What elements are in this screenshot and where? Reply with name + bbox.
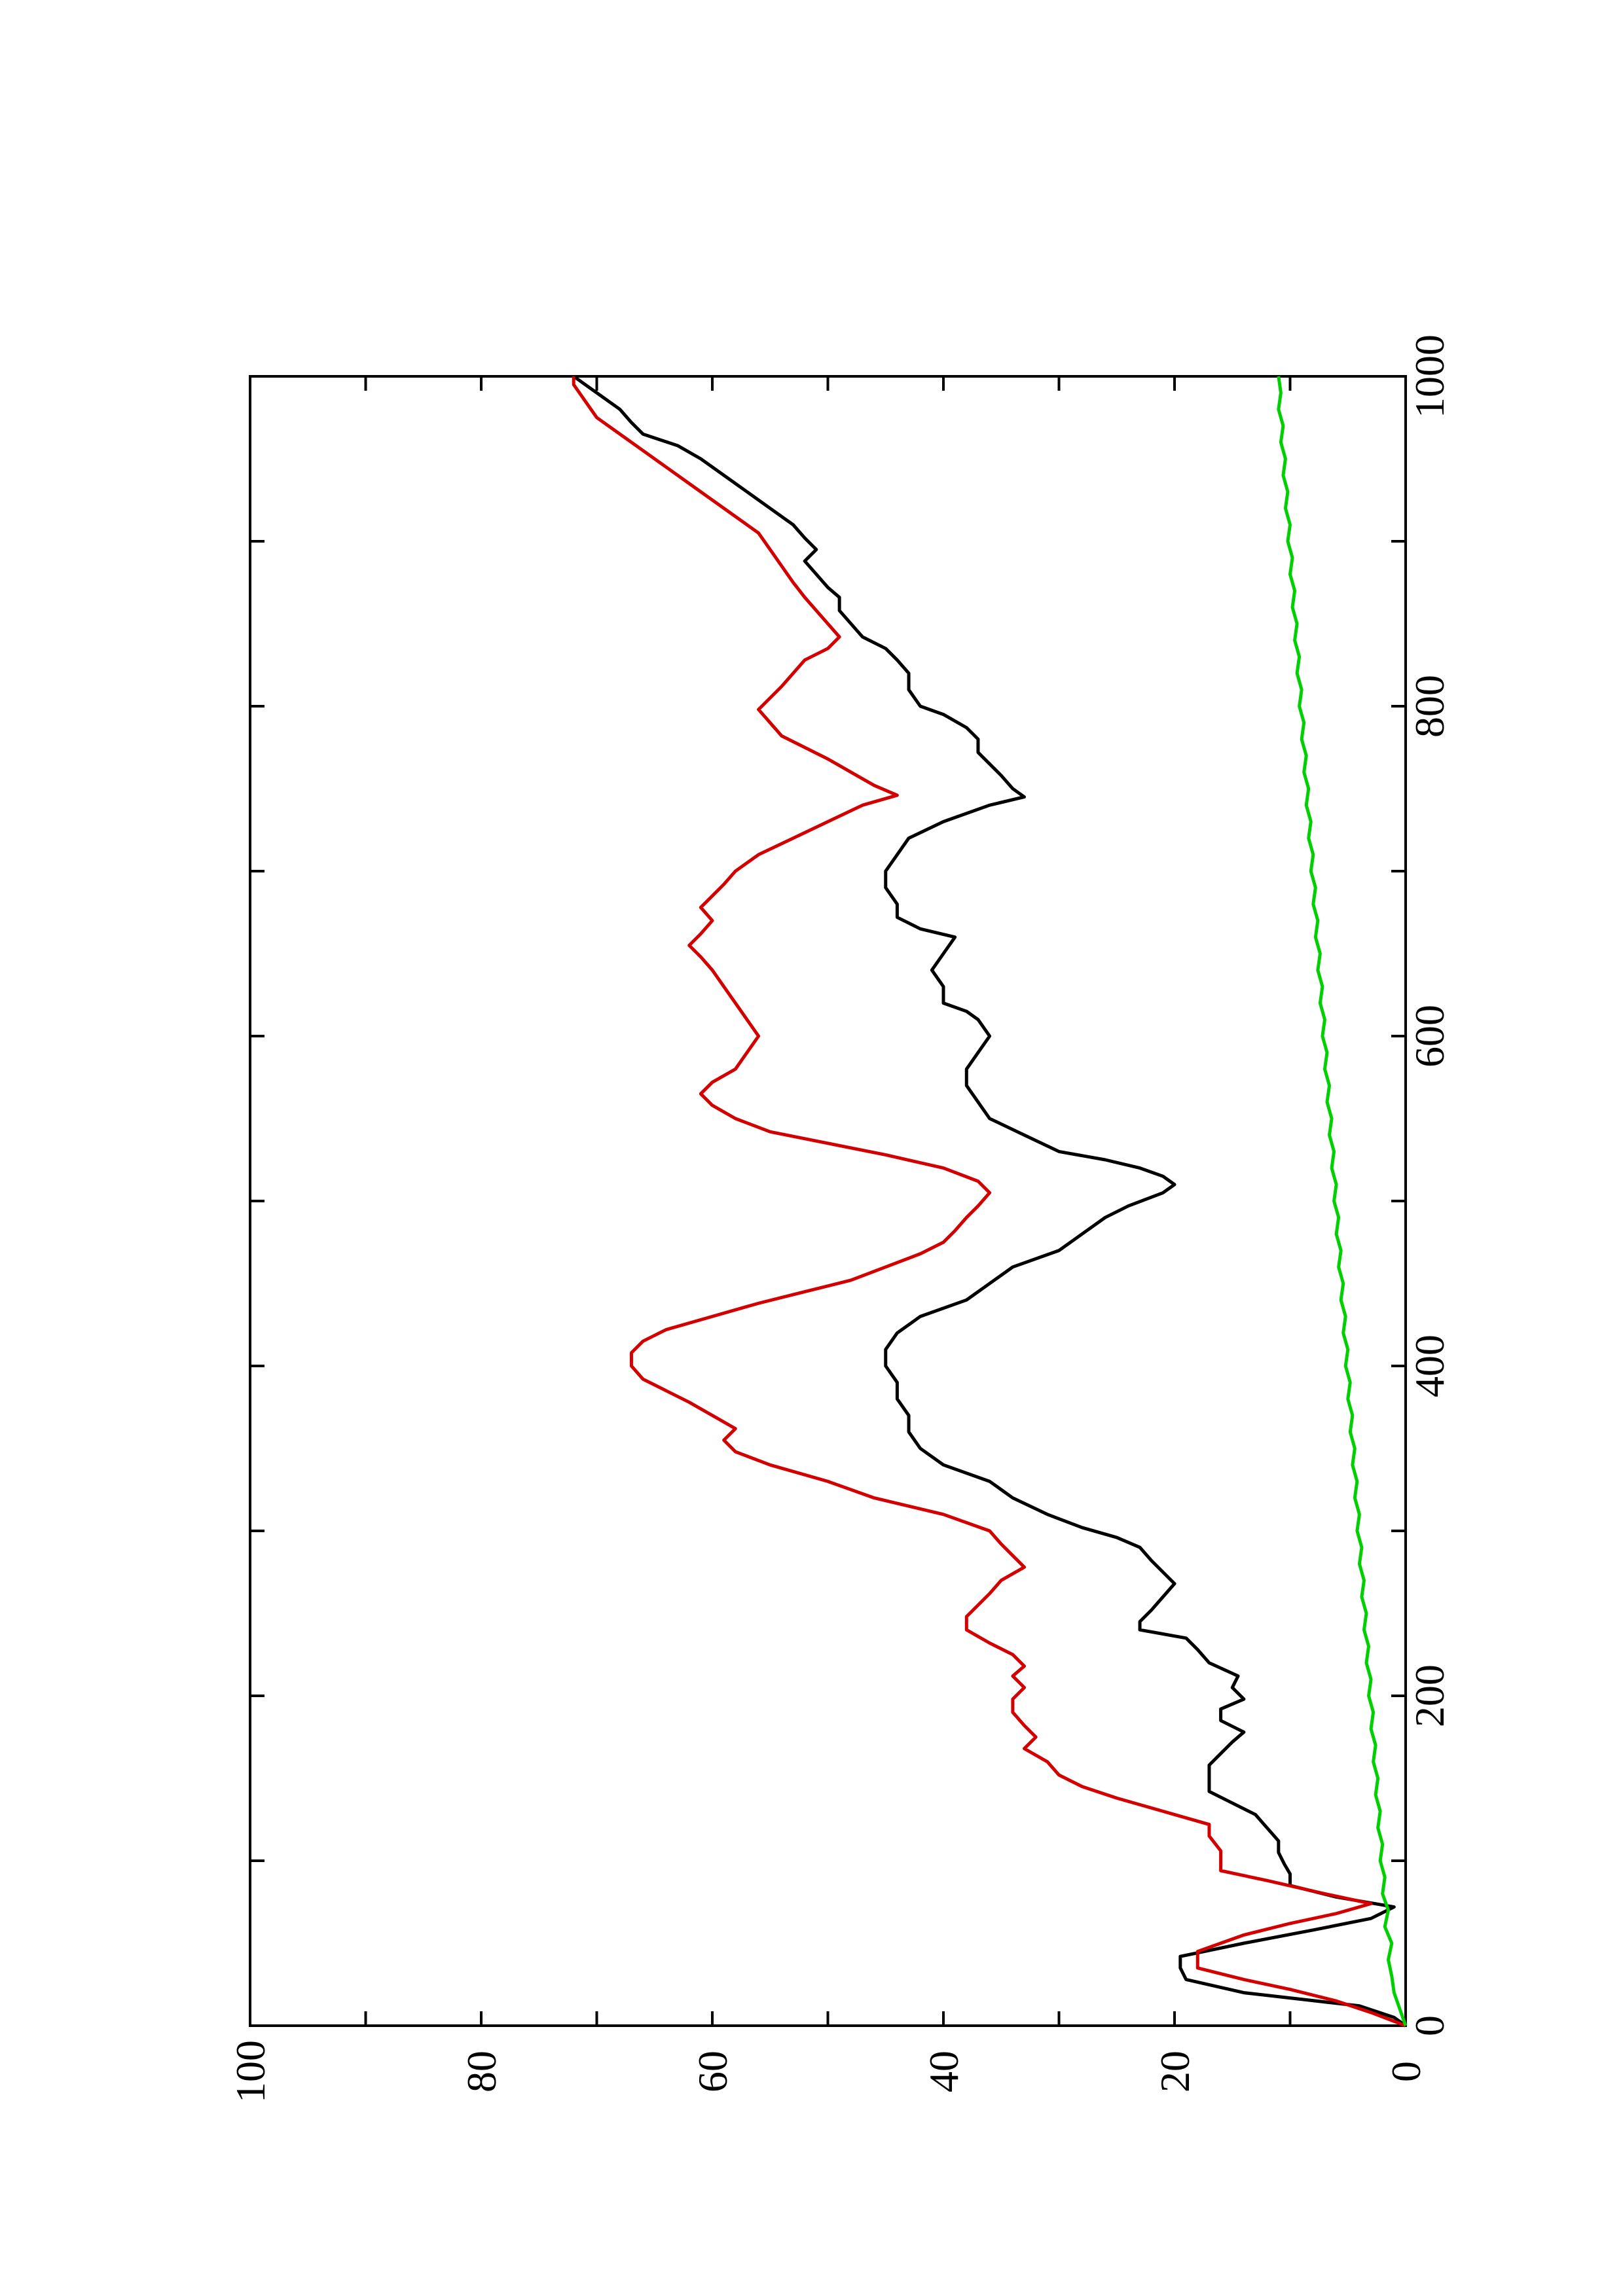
y-tick-label: 60 — [689, 2051, 736, 2092]
x-tick-label: 1000 — [1406, 334, 1453, 418]
y-tick-label: 40 — [921, 2051, 967, 2092]
series-lines — [572, 374, 1408, 2028]
series-line-1 — [572, 374, 1407, 2028]
x-tick-label: 800 — [1406, 675, 1453, 738]
series-line-2 — [572, 376, 1406, 2028]
y-tick-label: 20 — [1152, 2051, 1198, 2092]
x-tick-label: 200 — [1406, 1664, 1453, 1727]
series-line-3 — [1277, 376, 1408, 2026]
y-tick-label: 0 — [1383, 2061, 1429, 2082]
x-tick-labels: 0 200 400 600 800 1000 — [1406, 334, 1453, 2036]
x-tick-label: 400 — [1406, 1335, 1453, 1397]
y-tick-labels: 0 20 40 60 80 100 — [227, 2040, 1429, 2103]
axis-ticks — [249, 375, 1407, 2027]
x-tick-label: 0 — [1406, 2015, 1453, 2036]
x-tick-label: 600 — [1406, 1005, 1453, 1067]
y-tick-label: 80 — [458, 2051, 505, 2092]
y-tick-label: 100 — [227, 2040, 274, 2103]
